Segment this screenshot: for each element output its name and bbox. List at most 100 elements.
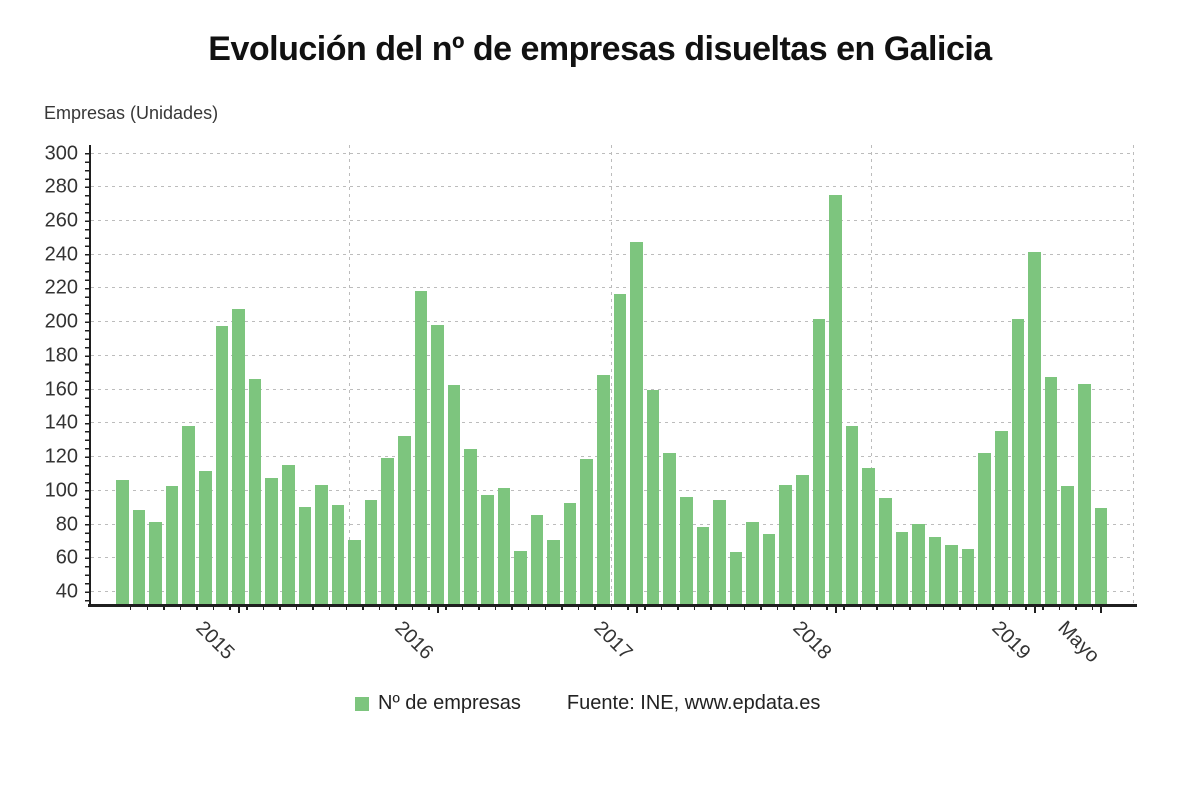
x-axis-minor-tick: [1091, 606, 1094, 610]
y-tick-label: 120: [44, 445, 78, 468]
x-axis-minor-tick: [677, 606, 679, 610]
x-axis-tick: [1033, 607, 1036, 613]
bar: [497, 488, 511, 604]
y-gridline: [91, 422, 1133, 424]
source-label: Fuente: INE, www.epdata.es: [566, 692, 821, 714]
bar: [630, 241, 643, 604]
x-axis-minor-tick: [843, 606, 845, 610]
bar: [912, 523, 925, 604]
y-gridline: [91, 219, 1133, 221]
x-axis-minor-tick: [892, 606, 895, 610]
x-axis-minor-tick: [743, 606, 746, 610]
y-gridline: [91, 186, 1133, 188]
bar: [530, 515, 544, 604]
y-tick-label: 60: [55, 546, 78, 569]
x-axis-minor-tick: [146, 606, 149, 610]
bar: [248, 378, 262, 604]
bar: [995, 430, 1008, 604]
bar: [447, 385, 461, 604]
x-axis-minor-tick: [859, 606, 862, 610]
bar: [862, 467, 875, 604]
bar: [845, 425, 859, 604]
y-tick-label: 300: [44, 142, 78, 164]
bar: [547, 540, 560, 604]
x-axis-minor-tick: [544, 606, 547, 610]
x-axis-minor-tick: [644, 606, 646, 610]
bar: [149, 521, 162, 604]
y-gridline: [91, 321, 1133, 323]
legend: Nº de empresas Fuente: INE, www.epdata.e…: [355, 692, 820, 715]
bar: [746, 521, 759, 604]
bar: [663, 452, 676, 604]
y-tick-label: 100: [44, 479, 78, 502]
bar: [298, 506, 312, 604]
bar: [414, 290, 428, 604]
x-axis-minor-tick: [793, 606, 795, 610]
y-gridline: [91, 591, 1133, 592]
bar: [165, 486, 179, 604]
x-tick-label: 2015: [190, 617, 238, 665]
bar: [563, 503, 577, 604]
bar: [398, 435, 411, 604]
bar: [978, 452, 992, 604]
x-axis-minor-tick: [362, 606, 364, 610]
bar: [232, 309, 245, 604]
y-tick-label: 220: [44, 276, 78, 299]
bar: [878, 498, 892, 604]
bar: [364, 499, 378, 604]
bar: [713, 499, 726, 604]
y-gridline: [91, 557, 1133, 559]
x-axis-tick: [237, 607, 240, 613]
bar: [431, 324, 444, 604]
x-gridline: [1133, 145, 1134, 605]
x-axis-minor-tick: [992, 606, 994, 610]
x-axis-minor-tick: [1075, 606, 1077, 610]
x-axis-minor-tick: [378, 606, 381, 610]
y-gridline: [91, 354, 1133, 356]
bar: [315, 484, 328, 604]
x-axis-minor-tick: [809, 606, 812, 610]
bar: [116, 479, 129, 604]
x-tick-label: 2018: [787, 617, 835, 665]
x-axis-minor-tick: [942, 606, 945, 610]
bar: [182, 425, 196, 604]
x-axis-minor-tick: [760, 606, 762, 610]
bar: [597, 375, 610, 604]
x-axis-minor-tick: [478, 606, 480, 610]
y-axis-line: [89, 145, 91, 607]
bar: [480, 494, 494, 604]
x-axis-minor-tick: [1058, 606, 1061, 610]
x-axis-minor-tick: [577, 606, 580, 610]
x-axis-minor-tick: [262, 606, 265, 610]
x-axis-tick: [436, 607, 439, 613]
x-axis-minor-tick: [710, 606, 712, 610]
x-axis-minor-tick: [527, 606, 530, 610]
bar: [646, 390, 660, 604]
y-tick-label: 280: [44, 175, 78, 198]
bar: [281, 464, 295, 604]
x-axis-minor-tick: [925, 606, 928, 610]
bar: [812, 319, 826, 604]
y-gridline: [91, 523, 1133, 525]
x-axis-minor-tick: [212, 606, 215, 610]
x-axis-minor-tick: [295, 606, 298, 610]
bar: [265, 478, 278, 604]
bar: [464, 449, 477, 604]
x-axis-minor-tick: [196, 606, 198, 610]
x-axis-line: [88, 604, 1137, 607]
bar: [1028, 252, 1041, 604]
y-gridline: [91, 152, 1133, 154]
x-axis-minor-tick: [494, 606, 497, 610]
x-axis-minor-tick: [395, 606, 397, 610]
x-axis-minor-tick: [511, 606, 513, 610]
y-tick-label: 240: [44, 243, 78, 266]
x-axis-minor-tick: [246, 606, 248, 610]
legend-swatch-icon: [355, 696, 369, 711]
x-axis-minor-tick: [445, 606, 447, 610]
x-axis-minor-tick: [610, 606, 613, 610]
bar: [829, 194, 842, 604]
bar: [613, 294, 627, 604]
y-tick-label: 40: [55, 580, 78, 603]
y-axis-title: Empresas (Unidades): [44, 103, 219, 123]
x-axis-minor-tick: [1042, 606, 1044, 610]
